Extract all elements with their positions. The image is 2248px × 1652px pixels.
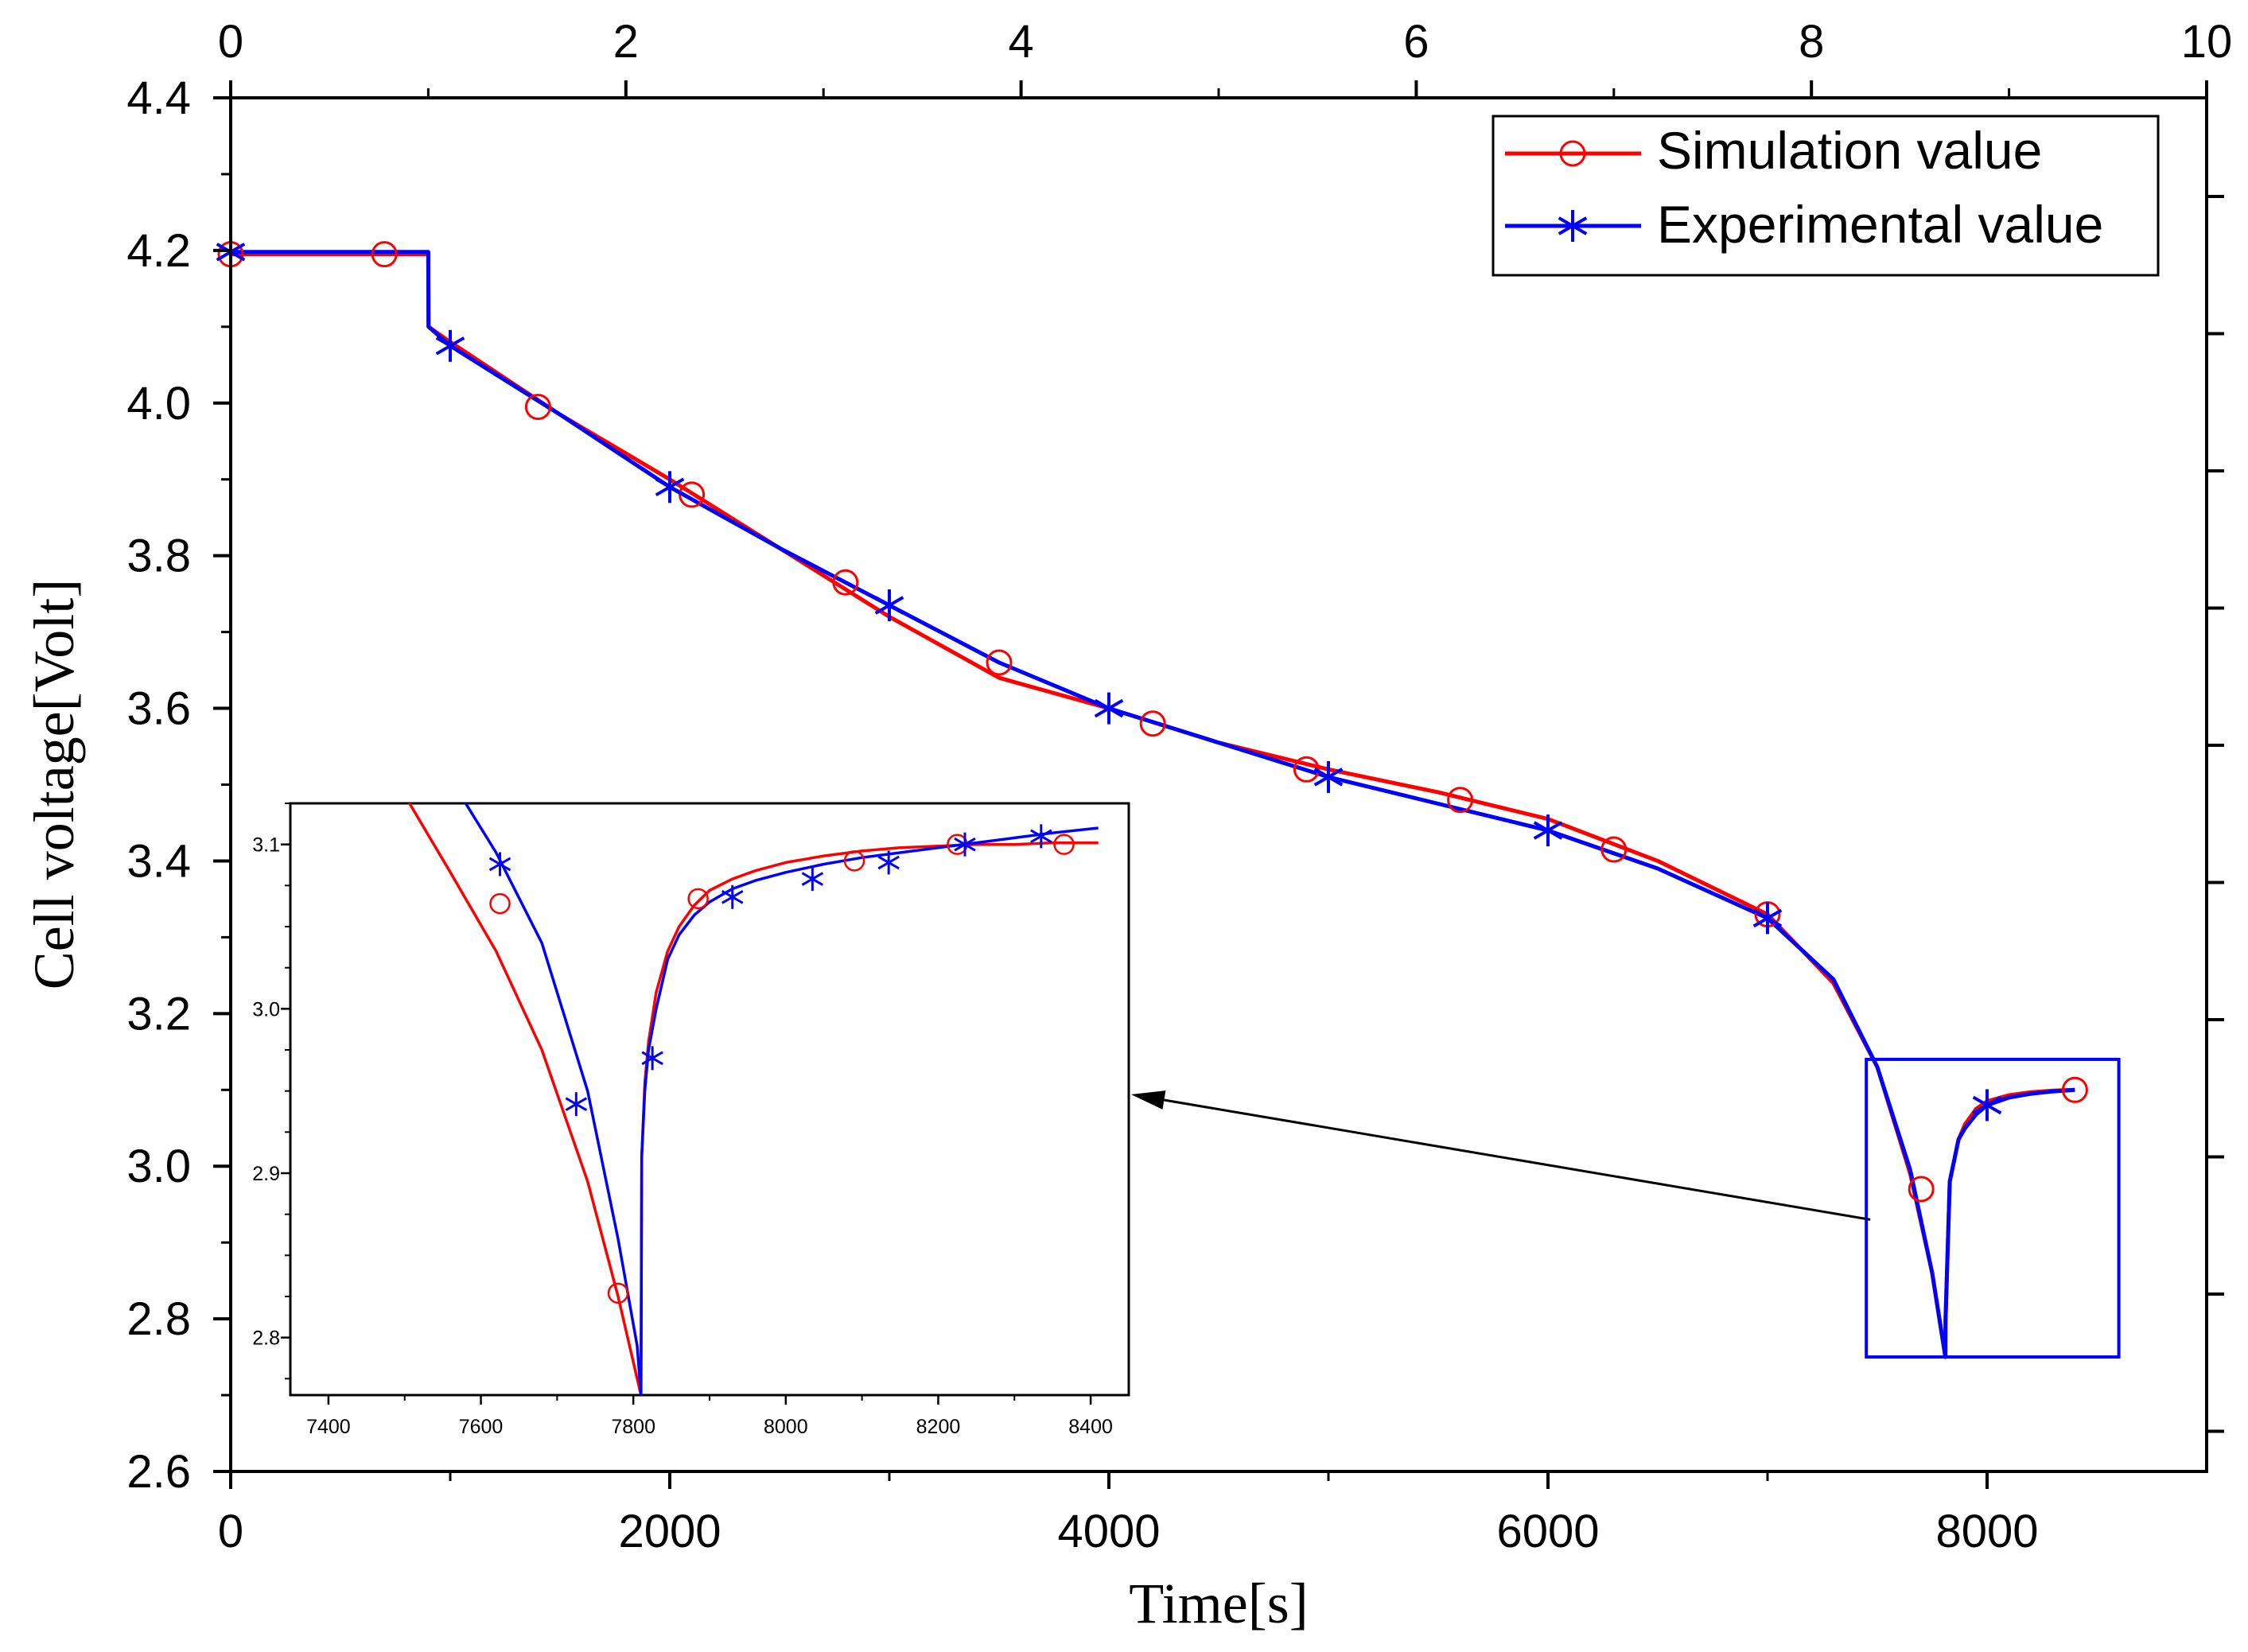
inset-simulation-marker	[607, 1282, 629, 1304]
legend-box	[1492, 115, 2160, 277]
experimental-marker	[1972, 1089, 2002, 1121]
experimental-marker	[1094, 692, 1124, 725]
legend-simulation-marker	[1559, 140, 1586, 167]
x-tick-label: 2000	[618, 1506, 721, 1557]
y-tick-label: 3.2	[126, 988, 191, 1040]
inset-plot-lines	[407, 803, 1099, 1395]
inset-x-tick-label: 7600	[459, 1416, 504, 1438]
top-tick-label: 8	[1799, 16, 1824, 68]
simulation-marker	[1447, 787, 1474, 814]
inset-y-tick-label: 3.0	[252, 998, 280, 1020]
axis-tick-labels: 0 2000 4000 6000 8000 2.6 2.8 3.0 3.2 3.4 3.6 3.8 4.…	[126, 16, 2232, 1557]
y-tick-label: 3.8	[126, 531, 191, 582]
inset-arrow	[1164, 1098, 1871, 1221]
top-tick-label: 10	[2181, 16, 2233, 68]
inset-x-tick-label: 7400	[306, 1416, 351, 1438]
inset-experimental-marker	[1030, 824, 1052, 849]
inset-y-tick-label: 2.9	[252, 1163, 280, 1185]
inset-experimental-marker	[721, 884, 744, 909]
legend-experimental-marker	[1558, 210, 1588, 242]
inset-simulation-marker	[1053, 834, 1075, 855]
simulation-marker	[371, 241, 398, 268]
simulation-marker	[1600, 836, 1628, 863]
inset-series-line-simulation	[407, 803, 1099, 1395]
y-tick-label: 4.0	[126, 378, 191, 430]
inset-experimental-marker	[877, 850, 900, 875]
inset-plot-markers	[488, 824, 1075, 1304]
inset-x-tick-label: 8200	[916, 1416, 961, 1438]
experimental-marker	[1533, 814, 1563, 847]
simulation-marker	[679, 481, 706, 508]
inset-x-tick-label: 8400	[1068, 1416, 1113, 1438]
legend-star-shape	[1558, 210, 1588, 242]
x-tick-label: 0	[218, 1506, 243, 1557]
simulation-marker	[524, 394, 551, 421]
inset-arrow-head	[1131, 1090, 1166, 1110]
experimental-marker	[435, 329, 465, 362]
top-tick-label: 4	[1008, 16, 1033, 68]
simulation-marker	[986, 649, 1013, 676]
inset-chart: 7400 7600 7800 8000 8200 8400 2.8 2.9 3.0 3.1	[252, 802, 1130, 1438]
top-tick-label: 0	[218, 16, 243, 68]
simulation-marker	[1908, 1176, 1935, 1203]
simulation-marker	[1139, 710, 1166, 737]
top-tick-label: 2	[613, 16, 639, 68]
x-tick-label: 4000	[1057, 1506, 1160, 1557]
inset-simulation-marker	[687, 888, 709, 910]
inset-experimental-marker	[565, 1092, 588, 1117]
y-tick-label: 2.6	[126, 1446, 191, 1498]
inset-simulation-marker	[843, 850, 865, 872]
inset-series-line-experimental	[464, 803, 1099, 1395]
inset-tick-labels: 7400 7600 7800 8000 8200 8400 2.8 2.9 3.0 3.1	[252, 834, 1113, 1438]
experimental-marker	[1313, 760, 1344, 793]
inset-x-tick-label: 8000	[764, 1416, 808, 1438]
x-tick-label: 8000	[1935, 1506, 2038, 1557]
inset-experimental-marker	[801, 867, 824, 892]
top-tick-label: 6	[1403, 16, 1429, 68]
x-axis-title: Time[s]	[1129, 1572, 1308, 1635]
y-tick-label: 3.4	[126, 835, 191, 887]
simulation-marker	[832, 569, 859, 596]
y-tick-label: 2.8	[126, 1293, 191, 1345]
experimental-marker	[874, 589, 904, 622]
axis-ticks	[213, 80, 2224, 1489]
inset-y-tick-label: 3.1	[252, 834, 280, 857]
y-tick-label: 4.4	[126, 72, 191, 124]
inset-axis-ticks	[281, 803, 1092, 1405]
legend: Simulation value Experimental value	[1492, 115, 2160, 277]
legend-experimental-label: Experimental value	[1657, 195, 2103, 254]
inset-x-tick-label: 7800	[611, 1416, 655, 1438]
simulation-marker	[1293, 756, 1320, 783]
inset-experimental-marker	[641, 1046, 663, 1071]
x-tick-label: 6000	[1496, 1506, 1599, 1557]
inset-simulation-marker	[489, 892, 511, 915]
y-tick-label: 3.6	[126, 683, 191, 735]
y-tick-label: 3.0	[126, 1141, 191, 1192]
inset-experimental-marker	[954, 832, 976, 857]
inset-experimental-marker	[488, 852, 511, 877]
zoom-box	[1865, 1057, 2121, 1359]
simulation-marker	[2061, 1076, 2088, 1103]
y-tick-label: 4.2	[126, 225, 191, 277]
experimental-marker	[1752, 902, 1783, 935]
inset-y-tick-label: 2.8	[252, 1327, 280, 1350]
legend-simulation-label: Simulation value	[1657, 121, 2042, 180]
experimental-marker	[655, 471, 685, 503]
y-axis-title: Cell voltage[Volt]	[22, 579, 86, 990]
